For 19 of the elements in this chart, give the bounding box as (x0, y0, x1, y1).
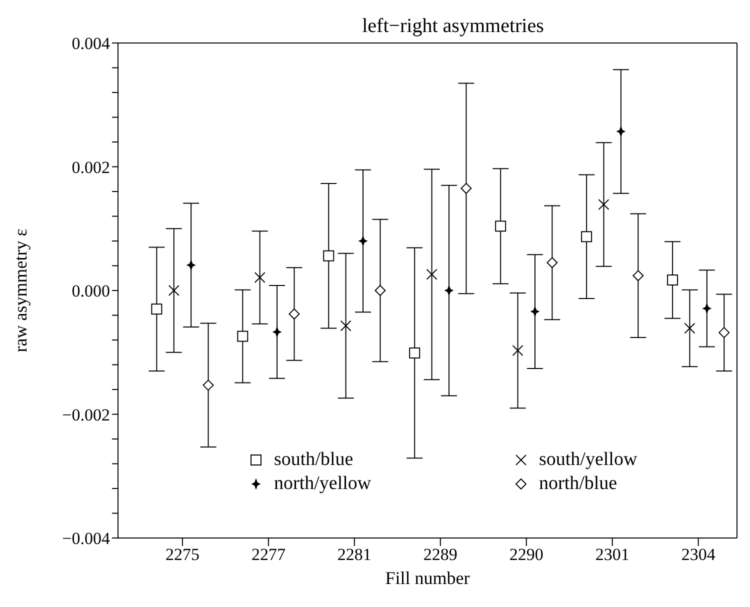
x-tick-label: 2290 (509, 545, 544, 564)
legend-label: north/yellow (274, 472, 372, 496)
legend-label: south/blue (274, 448, 354, 472)
y-tick-label: 0.000 (72, 282, 110, 301)
x-tick-label: 2277 (251, 545, 286, 564)
y-tick-label: −0.004 (62, 529, 110, 548)
y-tick-label: 0.004 (72, 34, 110, 54)
x-tick-label: 2275 (165, 545, 200, 564)
x-tick-label: 2304 (681, 545, 716, 564)
x-axis-title: Fill number (385, 568, 470, 588)
y-tick-label: 0.002 (72, 158, 110, 177)
y-axis-title: raw asymmetry ε (10, 228, 30, 352)
chart-title: left−right asymmetries (362, 15, 544, 37)
x-tick-label: 2289 (423, 545, 458, 564)
x-tick-label: 2301 (595, 545, 630, 564)
legend-label: south/yellow (539, 448, 638, 472)
x-tick-label: 2281 (337, 545, 372, 564)
y-tick-label: −0.002 (62, 405, 110, 424)
legend-label: north/blue (539, 472, 618, 496)
